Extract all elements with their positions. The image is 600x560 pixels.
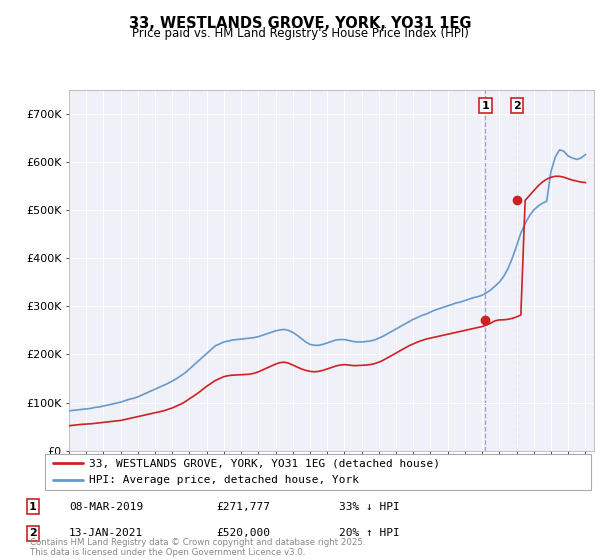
Text: 20% ↑ HPI: 20% ↑ HPI: [339, 528, 400, 538]
Text: 1: 1: [29, 502, 37, 512]
FancyBboxPatch shape: [45, 454, 591, 490]
Text: 08-MAR-2019: 08-MAR-2019: [69, 502, 143, 512]
Text: £271,777: £271,777: [216, 502, 270, 512]
Text: £520,000: £520,000: [216, 528, 270, 538]
Text: 2: 2: [29, 528, 37, 538]
Text: HPI: Average price, detached house, York: HPI: Average price, detached house, York: [89, 475, 359, 485]
Text: 33% ↓ HPI: 33% ↓ HPI: [339, 502, 400, 512]
Text: Contains HM Land Registry data © Crown copyright and database right 2025.
This d: Contains HM Land Registry data © Crown c…: [30, 538, 365, 557]
Text: 1: 1: [481, 101, 489, 111]
Text: 2: 2: [513, 101, 521, 111]
Text: 33, WESTLANDS GROVE, YORK, YO31 1EG: 33, WESTLANDS GROVE, YORK, YO31 1EG: [129, 16, 471, 31]
Text: 33, WESTLANDS GROVE, YORK, YO31 1EG (detached house): 33, WESTLANDS GROVE, YORK, YO31 1EG (det…: [89, 459, 440, 468]
Text: 13-JAN-2021: 13-JAN-2021: [69, 528, 143, 538]
Text: Price paid vs. HM Land Registry's House Price Index (HPI): Price paid vs. HM Land Registry's House …: [131, 27, 469, 40]
